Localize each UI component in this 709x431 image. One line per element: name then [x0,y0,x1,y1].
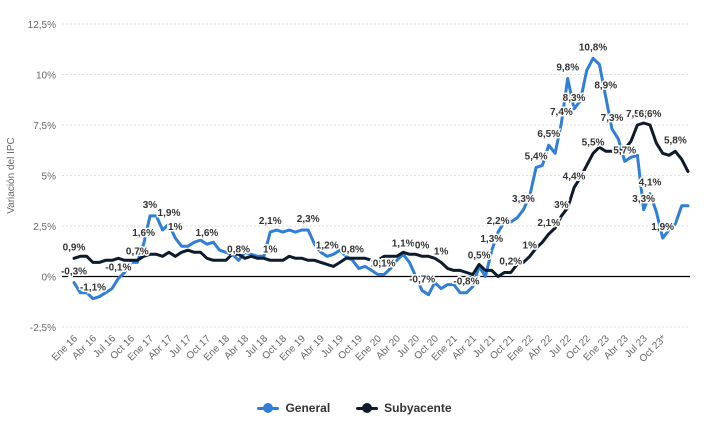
y-tick-label: 10% [36,71,56,82]
legend-label-general: General [285,401,331,415]
data-label: 2,3% [297,214,320,225]
data-label: 0,8% [227,244,250,255]
data-label: 1,3% [480,234,503,245]
data-label: 3% [143,200,158,211]
data-label: -0,8% [453,277,479,288]
data-label: 2,1% [537,218,560,229]
data-label: 1,2% [316,240,339,251]
data-label: 9,8% [556,63,579,74]
series-line-general [72,56,690,301]
data-label: 3,3% [512,194,535,205]
series-line-subyacente [72,121,690,278]
data-label: 0,9% [63,242,86,253]
data-label: 5,8% [664,135,687,146]
y-tick-label: 0% [42,273,57,284]
data-label: -0,3% [61,267,87,278]
data-label: 5,4% [525,151,548,162]
data-label: 2,1% [259,216,282,227]
data-label: 4,1% [639,178,662,189]
data-label: -0,7% [409,275,435,286]
data-label: 3,3% [632,194,655,205]
data-label: 0,1% [373,258,396,269]
data-label: 1,9% [651,222,674,233]
y-tick-label: 7,5% [33,121,56,132]
data-label: 1% [434,246,449,257]
data-label: 0% [415,240,430,251]
data-label: 5,7% [613,145,636,156]
data-label: 2,2% [487,216,510,227]
data-label: 8,3% [563,93,586,104]
data-label: 5,5% [582,137,605,148]
legend: General Subyacente [0,401,709,415]
y-tick-label: -2,5% [30,323,56,334]
y-tick-label: 5% [42,172,57,183]
data-label: 1,6% [132,228,155,239]
data-label: 1% [371,258,386,269]
data-label: 8,9% [594,81,617,92]
y-axis-title: Variación del IPC [6,137,17,214]
data-label: 3% [554,200,569,211]
data-label: -0,1% [105,263,131,274]
data-label: 7,3% [601,113,624,124]
y-tick-label: 12,5% [28,20,56,31]
legend-label-subyacente: Subyacente [384,401,452,415]
y-tick-label: 2,5% [33,222,56,233]
data-label: 1,9% [158,208,181,219]
data-label: 0,8% [341,244,364,255]
data-label: 6,5% [537,129,560,140]
data-label: 7,4% [550,107,573,118]
data-label: 6,6% [639,109,662,120]
data-label: 1,6% [196,228,219,239]
data-label: 1,1% [392,238,415,249]
legend-swatch-subyacente [356,402,379,414]
data-label: 1% [523,240,538,251]
legend-swatch-general [257,402,280,414]
data-label: 0,2% [499,256,522,267]
data-label: 1% [168,222,183,233]
legend-item-general[interactable]: General [257,401,330,415]
data-label: 10,8% [579,42,607,53]
data-label: 1% [263,244,278,255]
data-label: 4,4% [563,172,586,183]
data-label: 0,5% [468,250,491,261]
data-label: 7,5% [626,109,649,120]
data-label: 0,7% [126,246,149,257]
legend-item-subyacente[interactable]: Subyacente [356,401,452,415]
data-label: -1,1% [80,283,106,294]
